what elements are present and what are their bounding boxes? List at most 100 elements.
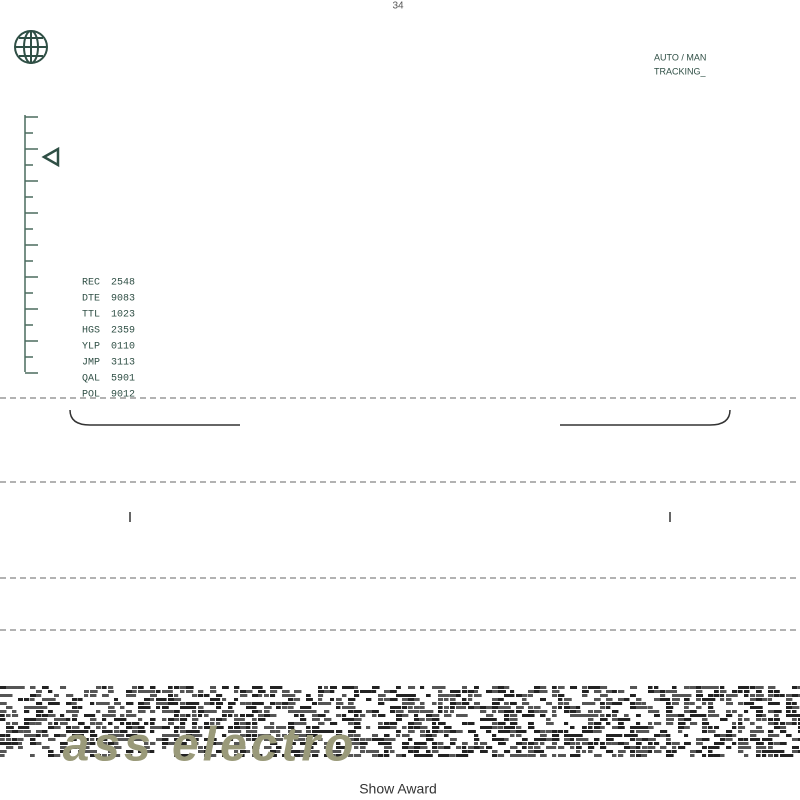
noise-cell (192, 706, 197, 709)
noise-cell (102, 686, 107, 689)
noise-cell (522, 754, 528, 757)
noise-cell (528, 694, 533, 697)
noise-cell (396, 706, 402, 709)
noise-cell (666, 742, 672, 745)
noise-cell (174, 686, 180, 689)
noise-cell (534, 730, 541, 733)
noise-cell (42, 706, 48, 709)
noise-cell (762, 718, 767, 721)
noise-cell (558, 706, 563, 709)
noise-cell (684, 702, 690, 705)
noise-cell (444, 754, 450, 757)
noise-cell (144, 722, 149, 725)
noise-cell (792, 686, 798, 689)
noise-cell (714, 690, 719, 693)
noise-cell (252, 718, 257, 721)
noise-cell (42, 686, 49, 689)
noise-cell (108, 690, 114, 693)
noise-cell (660, 698, 667, 701)
noise-cell (378, 702, 385, 705)
noise-cell (588, 742, 594, 745)
noise-cell (54, 694, 59, 697)
noise-cell (504, 706, 511, 709)
noise-cell (702, 702, 707, 705)
mode-label: AUTO / MAN (654, 52, 706, 62)
noise-cell (204, 726, 212, 729)
noise-cell (132, 714, 137, 717)
noise-cell (582, 714, 590, 717)
noise-cell (540, 754, 547, 757)
noise-cell (474, 686, 479, 689)
noise-cell (456, 746, 462, 749)
noise-cell (618, 698, 626, 701)
noise-cell (108, 686, 114, 689)
noise-cell (252, 702, 259, 705)
noise-cell (636, 698, 642, 701)
noise-cell (744, 694, 749, 697)
noise-cell (156, 738, 163, 741)
noise-cell (684, 742, 691, 745)
noise-cell (108, 706, 115, 709)
noise-cell (162, 726, 170, 729)
noise-cell (528, 750, 536, 753)
noise-cell (390, 738, 396, 741)
noise-cell (546, 718, 551, 721)
noise-cell (402, 714, 409, 717)
noise-cell (660, 694, 666, 697)
noise-cell (522, 738, 528, 741)
noise-cell (96, 726, 101, 729)
noise-cell (42, 714, 50, 717)
noise-cell (126, 722, 132, 725)
noise-cell (42, 718, 48, 721)
noise-cell (654, 750, 662, 753)
noise-cell (666, 734, 671, 737)
noise-cell (180, 706, 188, 709)
noise-cell (534, 690, 540, 693)
caption: Show Award (359, 781, 437, 797)
noise-cell (648, 722, 653, 725)
noise-cell (414, 722, 422, 725)
noise-cell (750, 698, 758, 701)
noise-cell (174, 710, 180, 713)
noise-cell (732, 690, 738, 693)
noise-cell (324, 702, 332, 705)
noise-cell (240, 754, 245, 757)
noise-cell (96, 686, 102, 689)
noise-cell (522, 694, 528, 697)
noise-cell (582, 702, 590, 705)
noise-cell (210, 722, 215, 725)
noise-cell (180, 726, 186, 729)
noise-cell (366, 726, 371, 729)
noise-cell (690, 686, 697, 689)
noise-cell (780, 750, 785, 753)
noise-cell (636, 702, 642, 705)
noise-cell (84, 714, 91, 717)
noise-cell (132, 738, 139, 741)
noise-cell (798, 686, 800, 689)
noise-cell (570, 746, 575, 749)
noise-cell (108, 714, 116, 717)
noise-cell (354, 742, 361, 745)
noise-cell (570, 686, 578, 689)
noise-cell (432, 722, 437, 725)
noise-cell (360, 742, 368, 745)
noise-cell (114, 702, 121, 705)
noise-cell (468, 750, 474, 753)
noise-cell (480, 750, 488, 753)
noise-cell (534, 742, 539, 745)
noise-cell (186, 714, 191, 717)
noise-cell (774, 722, 779, 725)
noise-cell (720, 686, 725, 689)
noise-cell (378, 698, 384, 701)
noise-cell (306, 738, 311, 741)
noise-cell (240, 714, 245, 717)
noise-cell (144, 706, 151, 709)
noise-cell (576, 738, 584, 741)
noise-cell (192, 718, 199, 721)
noise-cell (396, 694, 404, 697)
noise-cell (426, 738, 434, 741)
noise-cell (552, 714, 557, 717)
noise-cell (462, 722, 468, 725)
noise-cell (552, 754, 557, 757)
noise-cell (48, 702, 55, 705)
